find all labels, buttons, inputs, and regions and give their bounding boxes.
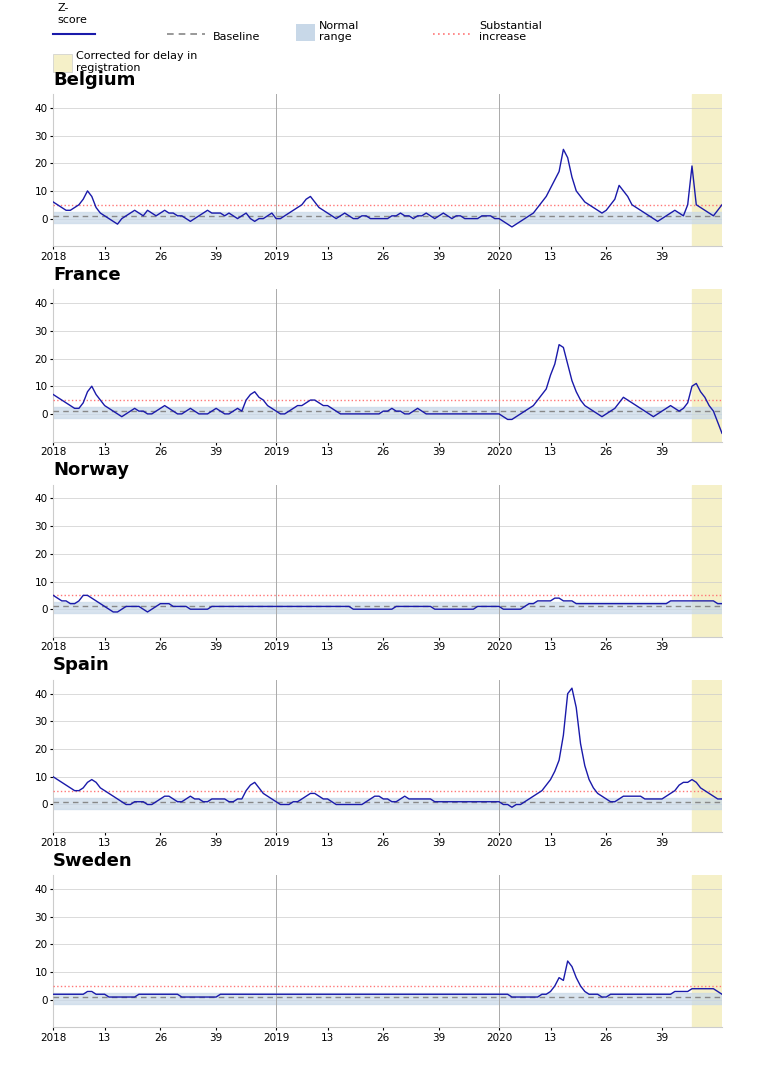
Text: Z-
score: Z- score xyxy=(58,3,87,25)
Bar xyxy=(692,876,722,1027)
Bar xyxy=(53,602,722,613)
Text: Baseline: Baseline xyxy=(213,33,260,42)
Text: Corrected for delay in
registration: Corrected for delay in registration xyxy=(76,51,198,73)
Text: France: France xyxy=(53,266,121,284)
Bar xyxy=(53,797,722,808)
Bar xyxy=(692,290,722,442)
Text: Sweden: Sweden xyxy=(53,852,133,870)
Bar xyxy=(692,94,722,246)
Bar xyxy=(53,407,722,418)
Text: Belgium: Belgium xyxy=(53,71,135,89)
Bar xyxy=(692,485,722,637)
Text: Spain: Spain xyxy=(53,656,110,675)
Bar xyxy=(53,212,722,222)
Text: Normal
range: Normal range xyxy=(319,21,359,42)
Text: Substantial
increase: Substantial increase xyxy=(479,21,542,42)
Text: Norway: Norway xyxy=(53,461,129,480)
Bar xyxy=(53,993,722,1004)
Bar xyxy=(692,680,722,832)
